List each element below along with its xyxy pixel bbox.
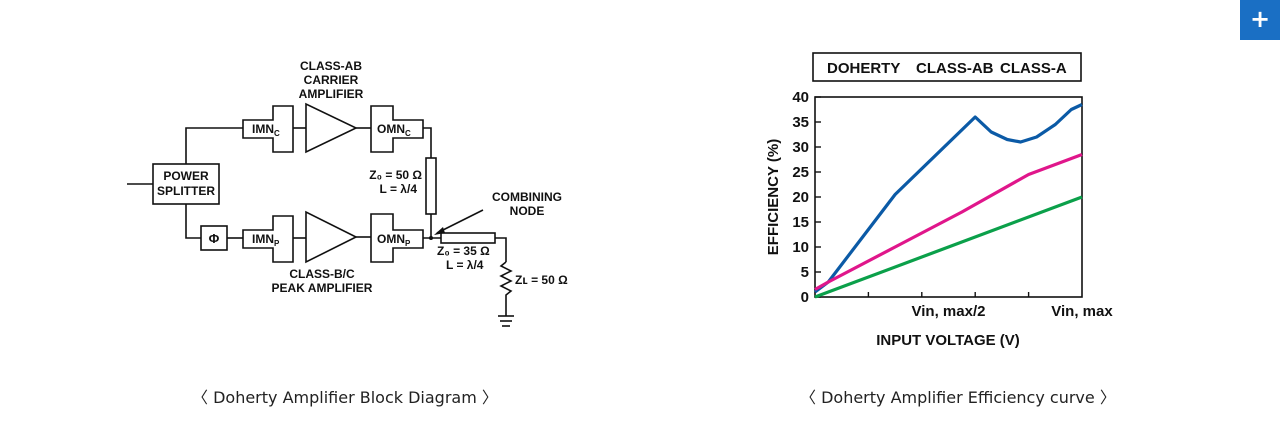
y-tick-label-25: 25	[792, 164, 809, 181]
y-tick-label-35: 35	[792, 114, 809, 131]
peak-label-1: CLASS-B/C	[289, 267, 355, 281]
y-tick-label-40: 40	[792, 89, 809, 106]
expand-button[interactable]: +	[1240, 0, 1280, 40]
omn-c-label: OMNC	[377, 122, 411, 138]
imn-c-label: IMNC	[252, 122, 280, 138]
x-axis-label: INPUT VOLTAGE (V)	[876, 332, 1020, 349]
transmission-line-1	[425, 157, 437, 215]
transmission-line-2	[440, 232, 496, 244]
carrier-label-1: CLASS-AB	[300, 59, 362, 73]
series-line-doherty	[814, 103, 1083, 294]
carrier-label-3: AMPLIFIER	[299, 87, 364, 101]
series-line-class-a	[814, 195, 1083, 299]
block-diagram-caption: 〈 Doherty Amplifier Block Diagram 〉	[192, 388, 498, 407]
omn-p-label: OMNP	[377, 232, 411, 248]
combining-node-label-1: COMBINING	[492, 190, 562, 204]
efficiency-chart: DOHERTY CLASS-AB CLASS-A 0 5 10 15 20 25 30 35 4…	[765, 52, 1113, 349]
load-label: Zʟ = 50 Ω	[515, 273, 568, 287]
legend-class-a: CLASS-A	[1000, 60, 1067, 77]
tline2-length: L = λ/4	[446, 258, 484, 272]
carrier-amplifier-triangle	[305, 102, 358, 154]
tline1-impedance: Z₀ = 50 Ω	[369, 168, 422, 182]
plus-icon: +	[1249, 5, 1271, 33]
efficiency-curve-caption: 〈 Doherty Amplifier Efficiency curve 〉	[800, 388, 1116, 407]
combining-node-arrow	[436, 209, 484, 234]
peak-label-2: PEAK AMPLIFIER	[272, 281, 373, 295]
y-tick-label-5: 5	[801, 264, 809, 281]
power-splitter-label-2: SPLITTER	[157, 184, 215, 198]
phase-symbol: Φ	[209, 231, 220, 246]
tline2-impedance: Z₀ = 35 Ω	[437, 244, 490, 258]
x-tick-label-0: Vin, max/2	[912, 303, 986, 320]
omn-carrier-box	[370, 105, 424, 153]
power-splitter-label-1: POWER	[163, 169, 209, 183]
carrier-label-2: CARRIER	[304, 73, 359, 87]
x-tick-label-1: Vin, max	[1051, 303, 1113, 320]
imn-peak-box	[242, 215, 294, 263]
legend-class-ab: CLASS-AB	[916, 60, 994, 77]
imn-p-label: IMNP	[252, 232, 280, 248]
load-resistor	[499, 261, 513, 316]
omn-peak-box	[370, 213, 424, 263]
y-tick-label-10: 10	[792, 239, 809, 256]
combining-node-label-2: NODE	[510, 204, 545, 218]
imn-carrier-box	[242, 105, 294, 153]
series-line-class-ab	[814, 153, 1083, 291]
y-tick-label-30: 30	[792, 139, 809, 156]
y-axis-label: EFFICIENCY (%)	[765, 139, 782, 255]
y-tick-label-0: 0	[801, 289, 809, 306]
y-tick-label-15: 15	[792, 214, 809, 231]
y-tick-label-20: 20	[792, 189, 809, 206]
tline1-length: L = λ/4	[380, 182, 418, 196]
doherty-block-diagram: CLASS-AB CARRIER AMPLIFIER POWER SPLITTE…	[127, 59, 568, 327]
legend-doherty: DOHERTY	[827, 60, 900, 77]
peak-amplifier-triangle	[305, 210, 358, 264]
legend-box	[812, 52, 1082, 82]
